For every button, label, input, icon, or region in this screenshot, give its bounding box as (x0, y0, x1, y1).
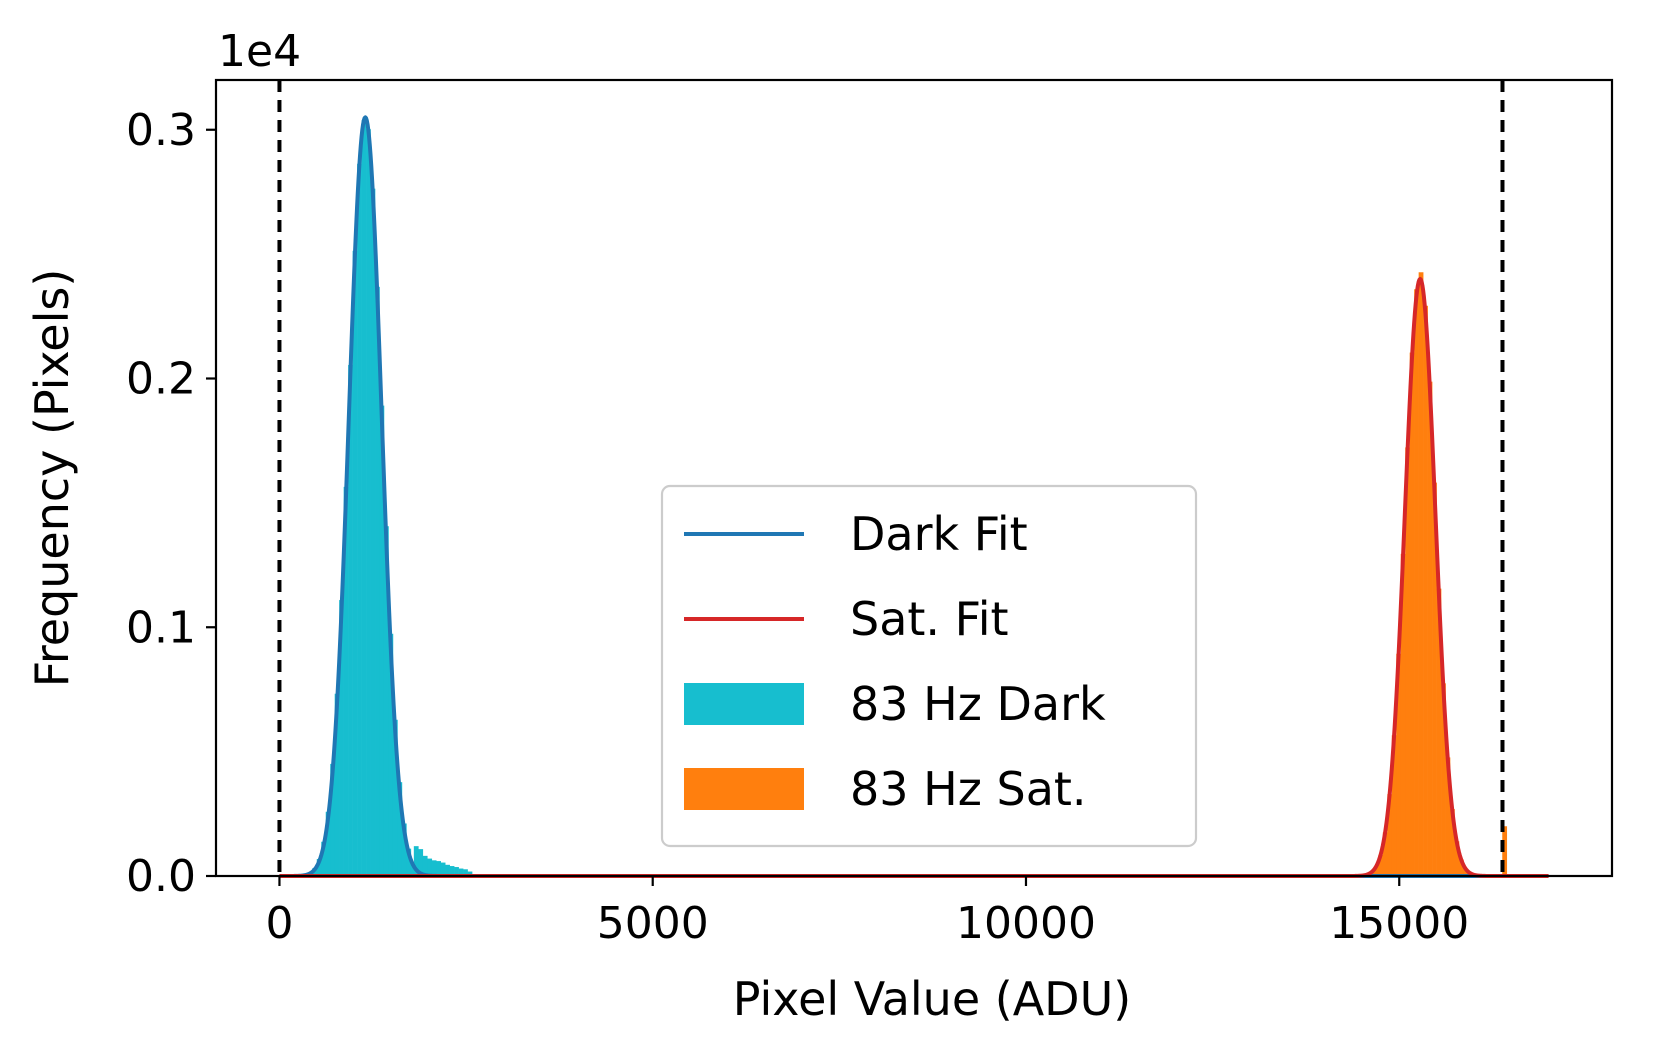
legend-label-dark-fit: Dark Fit (850, 507, 1028, 561)
histogram-bar (1382, 832, 1388, 876)
histogram-bar (1427, 381, 1433, 876)
histogram-bar (406, 848, 412, 876)
histogram-bar (348, 364, 353, 876)
limit-lines-layer (277, 80, 1505, 876)
histogram-bar (1432, 482, 1437, 876)
histogram-bar (357, 163, 362, 876)
legend-swatch-83hz-sat (684, 768, 804, 810)
histogram-bar (383, 526, 389, 876)
histogram-bar (1405, 447, 1410, 876)
x-axis-label: Pixel Value (ADU) (733, 972, 1131, 1026)
histogram-bar (379, 405, 385, 876)
histogram-bar (370, 188, 376, 876)
legend-box (660, 484, 1198, 848)
histogram-bar (375, 286, 380, 876)
histogram-bar (388, 633, 394, 876)
legend-label-83hz-dark: 83 Hz Dark (850, 677, 1106, 731)
histogram-bar (1423, 305, 1428, 876)
y-tick-label: 0.3 (126, 105, 196, 156)
legend-label-83hz-sat: 83 Hz Sat. (850, 762, 1087, 816)
histogram-bar (422, 855, 428, 876)
histogram-bar (1436, 588, 1442, 876)
histogram-bar (454, 867, 459, 876)
histogram-bar (1463, 868, 1469, 876)
histogram-bar (436, 861, 441, 876)
histogram-bar (1387, 794, 1393, 876)
histogram-bar (458, 868, 464, 876)
histogram-bar (1418, 272, 1424, 876)
histogram-bar (352, 250, 358, 877)
histogram-bar (325, 811, 331, 876)
histogram-bar (463, 869, 468, 876)
histogram-bar (1400, 553, 1406, 876)
histogram-bar (366, 129, 371, 876)
histogram-bar (445, 864, 450, 876)
histogram-bar (427, 858, 433, 876)
histogram-bar (440, 862, 446, 876)
histogram-bar (467, 871, 473, 876)
histogram-bar (392, 719, 398, 876)
plot-frame (214, 78, 1614, 878)
histogram-bar (1373, 866, 1379, 876)
histogram-bar (1458, 859, 1464, 876)
y-tick-label: 0.0 (126, 851, 196, 902)
histogram-bar (316, 858, 322, 876)
legend-label-sat-fit: Sat. Fit (850, 592, 1009, 646)
histogram-bar (1396, 653, 1402, 876)
histogram-bar (330, 763, 335, 876)
legend: Dark Fit Sat. Fit 83 Hz Dark 83 Hz Sat. (660, 484, 1198, 848)
histogram-bar (449, 866, 455, 876)
histogram-bar (1445, 757, 1451, 876)
x-ticks: 0 5000 10000 15000 (265, 876, 1469, 949)
y-ticks: 0.0 0.1 0.2 0.3 (126, 105, 216, 902)
y-axis-label: Frequency (Pixels) (25, 269, 79, 688)
histogram-bar (410, 862, 416, 876)
histogram-bar (1502, 826, 1508, 876)
histogram-bar (1378, 854, 1384, 876)
histogram-bars-layer (303, 120, 1508, 877)
histogram-bar (339, 600, 344, 876)
histogram-bar (1409, 352, 1415, 877)
histogram-bar (334, 693, 340, 876)
y-tick-label: 0.1 (126, 602, 196, 653)
histogram-bar (321, 841, 327, 876)
histogram-bar (1441, 683, 1446, 876)
histogram-bar (413, 846, 419, 876)
y-offset-text: 1e4 (218, 26, 301, 77)
x-tick-label: 15000 (1329, 898, 1469, 949)
y-tick-label: 0.2 (126, 354, 196, 405)
histogram-bar (431, 860, 437, 876)
histogram-bar (1391, 735, 1397, 876)
histogram-bar (343, 486, 349, 876)
x-tick-label: 10000 (956, 898, 1096, 949)
histogram-bar (418, 849, 424, 876)
histogram-bar (401, 823, 407, 876)
x-tick-label: 5000 (597, 898, 709, 949)
histogram-bar (1454, 841, 1460, 876)
x-tick-label: 0 (265, 898, 293, 949)
histogram-bar (1450, 809, 1455, 876)
legend-swatch-83hz-dark (684, 683, 804, 725)
histogram-bar (361, 120, 367, 877)
histogram-bar (1414, 289, 1419, 876)
histogram-bar (397, 782, 403, 876)
